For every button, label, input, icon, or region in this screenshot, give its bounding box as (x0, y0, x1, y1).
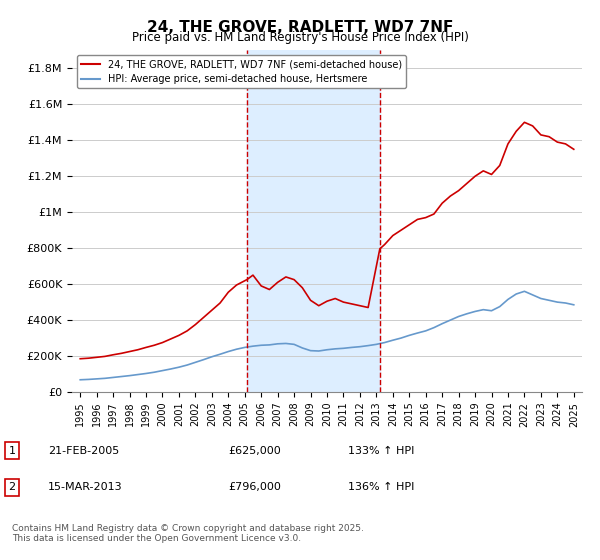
Text: Price paid vs. HM Land Registry's House Price Index (HPI): Price paid vs. HM Land Registry's House … (131, 31, 469, 44)
Text: 24, THE GROVE, RADLETT, WD7 7NF: 24, THE GROVE, RADLETT, WD7 7NF (147, 20, 453, 35)
Text: 21-FEB-2005: 21-FEB-2005 (48, 446, 119, 456)
Text: £625,000: £625,000 (228, 446, 281, 456)
Text: 1: 1 (244, 60, 250, 70)
Text: 133% ↑ HPI: 133% ↑ HPI (348, 446, 415, 456)
Text: 136% ↑ HPI: 136% ↑ HPI (348, 482, 415, 492)
Bar (247, 50, 380, 392)
Text: Contains HM Land Registry data © Crown copyright and database right 2025.
This d: Contains HM Land Registry data © Crown c… (12, 524, 364, 543)
Text: 15-MAR-2013: 15-MAR-2013 (48, 482, 122, 492)
Text: 2: 2 (376, 60, 383, 70)
Legend: 24, THE GROVE, RADLETT, WD7 7NF (semi-detached house), HPI: Average price, semi-: 24, THE GROVE, RADLETT, WD7 7NF (semi-de… (77, 55, 406, 88)
Text: 1: 1 (8, 446, 16, 456)
Text: £796,000: £796,000 (228, 482, 281, 492)
Text: 2: 2 (8, 482, 16, 492)
